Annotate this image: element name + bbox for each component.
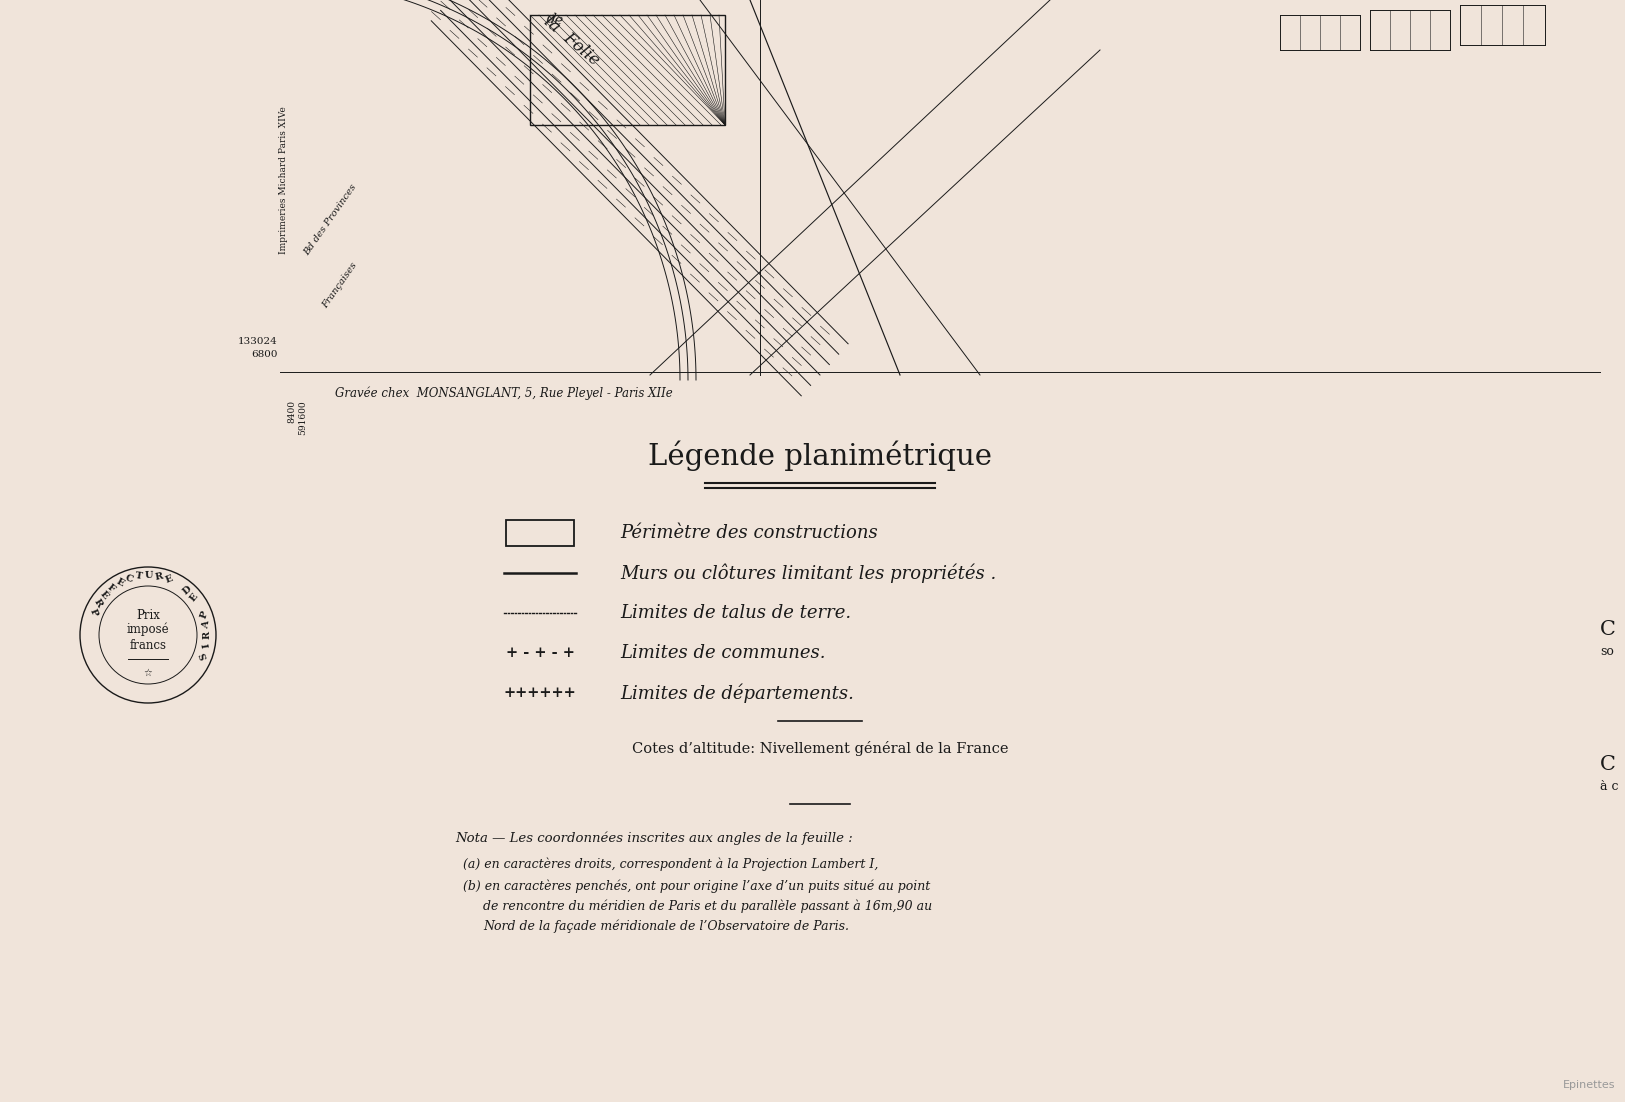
Text: R: R	[154, 572, 164, 582]
Text: (b) en caractères penchés, ont pour origine l’axe d’un puits situé au point: (b) en caractères penchés, ont pour orig…	[463, 879, 929, 893]
Text: Cotes d’altitude: Nivellement général de la France: Cotes d’altitude: Nivellement général de…	[632, 742, 1008, 756]
Text: Prix: Prix	[136, 609, 159, 622]
Text: 133024: 133024	[239, 337, 278, 346]
Text: (a) en caractères droits, correspondent à la Projection Lambert I,: (a) en caractères droits, correspondent …	[463, 857, 879, 871]
Text: Epinettes: Epinettes	[1563, 1080, 1615, 1090]
Text: Limites de communes.: Limites de communes.	[621, 644, 826, 662]
Text: C: C	[1601, 620, 1615, 639]
Text: U: U	[145, 571, 154, 580]
Text: 8400: 8400	[288, 400, 296, 423]
Text: Limites de départements.: Limites de départements.	[621, 683, 853, 703]
Text: ☆: ☆	[143, 668, 153, 678]
Text: Nord de la façade méridionale de l’Observatoire de Paris.: Nord de la façade méridionale de l’Obser…	[483, 919, 848, 933]
Text: A: A	[202, 620, 211, 629]
Text: D: D	[180, 584, 193, 596]
Text: francs: francs	[130, 639, 166, 652]
Text: Périmètre des constructions: Périmètre des constructions	[621, 523, 878, 542]
Text: Murs ou clôtures limitant les propriétés .: Murs ou clôtures limitant les propriétés…	[621, 563, 996, 583]
Text: É: É	[98, 590, 109, 602]
Text: E: E	[164, 574, 174, 585]
Bar	[530, 15, 725, 125]
Text: Imprimeries Michard Paris XIVe: Imprimeries Michard Paris XIVe	[278, 106, 288, 253]
Text: R: R	[203, 631, 211, 639]
Text: Gravée chex  MONSANGLANT, 5, Rue Pleyel - Paris XIIe: Gravée chex MONSANGLANT, 5, Rue Pleyel -…	[335, 387, 673, 400]
Text: Françaises: Françaises	[320, 260, 359, 310]
Text: C: C	[1601, 755, 1615, 774]
Text: Légende planimétrique: Légende planimétrique	[648, 441, 991, 471]
Text: de: de	[544, 11, 564, 28]
Text: 591600: 591600	[299, 400, 307, 434]
Text: de rencontre du méridien de Paris et du parallèle passant à 16m,90 au: de rencontre du méridien de Paris et du …	[483, 899, 933, 912]
Text: E: E	[188, 592, 200, 603]
Text: imposé: imposé	[127, 623, 169, 636]
Text: E: E	[114, 577, 125, 588]
Text: + - + - +: + - + - +	[505, 646, 575, 660]
Text: R: R	[91, 597, 104, 609]
Text: Bd des Provinces: Bd des Provinces	[302, 183, 358, 257]
Text: Nota — Les coordonnées inscrites aux angles de la feuille :: Nota — Les coordonnées inscrites aux ang…	[455, 832, 853, 845]
Text: S: S	[198, 650, 210, 660]
Text: 6800: 6800	[252, 350, 278, 359]
Text: ++++++: ++++++	[504, 687, 577, 700]
Text: F: F	[106, 583, 117, 594]
Text: la  Folie: la Folie	[540, 13, 603, 69]
Text: P: P	[88, 607, 99, 618]
Text: I: I	[202, 642, 211, 648]
Text: so: so	[1601, 645, 1614, 658]
Bar	[505, 520, 574, 545]
Text: Limites de talus de terre.: Limites de talus de terre.	[621, 604, 852, 622]
Text: C: C	[124, 573, 135, 584]
Text: P: P	[198, 611, 210, 620]
Text: T: T	[135, 571, 143, 581]
Text: à c: à c	[1601, 780, 1618, 793]
